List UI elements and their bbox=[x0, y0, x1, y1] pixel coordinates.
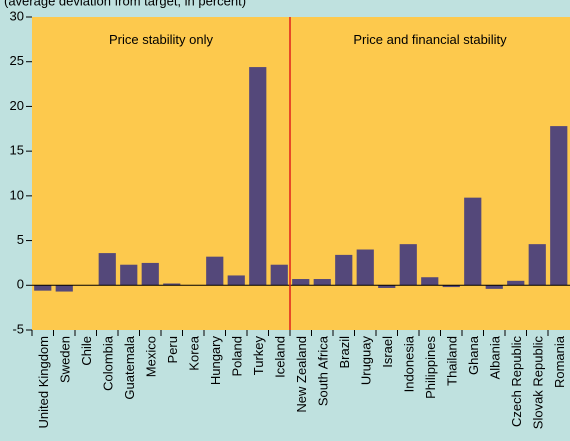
region-label: Price stability only bbox=[109, 32, 214, 47]
y-tick-label: 0 bbox=[17, 277, 24, 292]
region-label: Price and financial stability bbox=[353, 32, 507, 47]
bar bbox=[550, 126, 568, 286]
bar bbox=[378, 285, 396, 288]
x-tick-label: United Kingdom bbox=[36, 336, 51, 429]
y-tick-label: 25 bbox=[10, 53, 24, 68]
x-tick-label: Indonesia bbox=[401, 335, 416, 392]
y-tick-label: 15 bbox=[10, 143, 24, 158]
x-tick-label: New Zealand bbox=[294, 336, 309, 413]
y-tick-label: 10 bbox=[10, 187, 24, 202]
bar bbox=[399, 244, 417, 286]
bar bbox=[206, 256, 224, 286]
y-tick-label: 30 bbox=[10, 8, 24, 23]
x-tick-label: Thailand bbox=[444, 336, 459, 386]
x-tick-label: Brazil bbox=[337, 336, 352, 369]
x-tick-label: Slovak Republic bbox=[530, 336, 545, 430]
x-tick-label: Uruguay bbox=[358, 336, 373, 386]
bar bbox=[34, 285, 52, 291]
x-tick-label: Czech Republic bbox=[509, 336, 524, 428]
x-tick-label: Albania bbox=[487, 335, 502, 379]
x-tick-label: Iceland bbox=[272, 336, 287, 378]
x-tick-label: Turkey bbox=[251, 336, 266, 376]
x-tick-label: Israel bbox=[380, 336, 395, 368]
x-tick-label: Ghana bbox=[466, 335, 481, 375]
x-tick-label: Korea bbox=[186, 335, 201, 370]
y-tick-label: 5 bbox=[17, 232, 24, 247]
bar bbox=[507, 280, 525, 286]
bar bbox=[442, 285, 460, 288]
bar bbox=[249, 67, 267, 286]
bar bbox=[227, 275, 245, 286]
bar bbox=[313, 279, 331, 286]
x-tick-label: Colombia bbox=[100, 335, 115, 391]
bar bbox=[141, 262, 159, 286]
bar bbox=[163, 283, 181, 286]
bar bbox=[335, 254, 353, 286]
x-tick-label: Sweden bbox=[57, 336, 72, 383]
y-tick-label: 20 bbox=[10, 98, 24, 113]
x-tick-label: Guatemala bbox=[122, 335, 137, 399]
x-tick-label: Peru bbox=[165, 336, 180, 363]
x-tick-label: Poland bbox=[229, 336, 244, 376]
bar bbox=[292, 279, 310, 286]
y-tick-label: -5 bbox=[12, 321, 24, 336]
bar bbox=[464, 197, 482, 286]
x-tick-label: Mexico bbox=[143, 336, 158, 377]
x-tick-label: Hungary bbox=[208, 336, 223, 386]
x-tick-label: Romania bbox=[552, 335, 567, 388]
x-tick-label: Chile bbox=[79, 336, 94, 366]
bar bbox=[98, 253, 116, 286]
chart-subtitle: (average deviation from target, in perce… bbox=[4, 0, 246, 8]
x-tick-label: Philippines bbox=[423, 336, 438, 399]
bar bbox=[421, 277, 439, 286]
bar bbox=[528, 244, 546, 286]
bar bbox=[120, 264, 138, 286]
bar bbox=[270, 264, 288, 286]
bar bbox=[55, 285, 73, 292]
bar bbox=[356, 249, 374, 286]
x-tick-label: South Africa bbox=[315, 335, 330, 406]
bar bbox=[485, 285, 503, 289]
